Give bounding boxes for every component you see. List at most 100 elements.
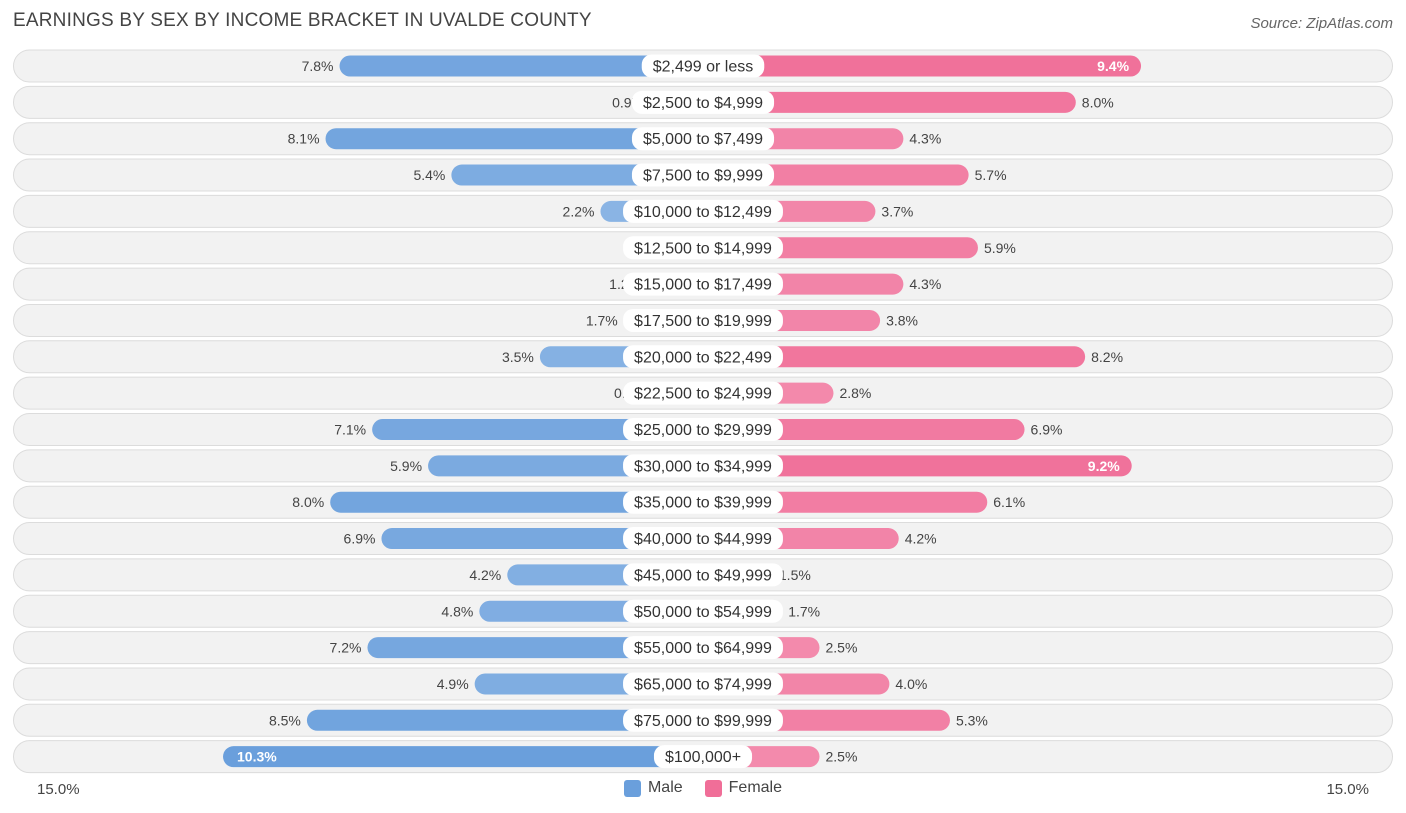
chart-row: 10.3% 2.5% $100,000+ [13, 740, 1393, 774]
value-label-male: 3.5% [502, 349, 534, 365]
category-label: $22,500 to $24,999 [634, 386, 772, 403]
chart-row: 7.8% 9.4% $2,499 or less [13, 49, 1393, 83]
category-label-box [631, 90, 775, 114]
category-label-box [623, 672, 783, 696]
category-label: $5,000 to $7,499 [643, 131, 763, 148]
bar-male [330, 491, 703, 513]
category-label: $30,000 to $34,999 [634, 458, 772, 475]
category-label: $40,000 to $44,999 [634, 531, 772, 548]
chart-row: 1.2%4.3%$15,000 to $17,499 [13, 267, 1393, 301]
axis-left-label: 15.0% [37, 781, 80, 798]
value-label-male: 1.7% [586, 312, 618, 328]
chart-row: 0.65%5.9%$12,500 to $14,999 [13, 231, 1393, 265]
legend-swatch-female [704, 779, 722, 797]
value-label-male: 4.9% [437, 676, 469, 692]
value-label-female: 8.2% [1091, 349, 1123, 365]
axis-right-label: 15.0% [1326, 781, 1369, 798]
category-label: $15,000 to $17,499 [634, 277, 772, 294]
category-label-box [623, 236, 783, 260]
value-label-female: 9.2% [1088, 458, 1120, 474]
bar-male [339, 55, 703, 77]
chart-row: 8.0% 6.1% $35,000 to $39,999 [13, 485, 1393, 519]
bar-female [703, 91, 1076, 113]
value-label-female: 2.5% [826, 749, 858, 765]
category-label-box [653, 745, 753, 769]
chart-row: 8.1% 4.3% $5,000 to $7,499 [13, 122, 1393, 156]
chart-row: 6.9% 4.2% $40,000 to $44,999 [13, 522, 1393, 556]
category-label-box [623, 381, 783, 405]
bar-male [306, 709, 703, 731]
category-label: $2,499 or less [653, 59, 754, 76]
category-label: $20,000 to $22,499 [634, 349, 772, 366]
category-label-box [631, 163, 775, 187]
source-label: Source: ZipAtlas.com [1250, 15, 1393, 32]
value-label-female: 3.8% [886, 312, 918, 328]
value-label-male: 8.0% [292, 494, 324, 510]
category-label-box [623, 563, 783, 587]
category-label: $10,000 to $12,499 [634, 204, 772, 221]
category-label: $17,500 to $19,999 [634, 313, 772, 330]
legend-swatch-male [623, 779, 641, 797]
value-label-female: 1.7% [788, 603, 820, 619]
value-label-male: 7.1% [334, 422, 366, 438]
value-label-female: 5.7% [975, 167, 1007, 183]
chart-row: 7.2% 2.5% $55,000 to $64,999 [13, 631, 1393, 665]
category-label-box [623, 418, 783, 441]
value-label-male: 4.2% [469, 567, 501, 583]
value-label-male: 8.5% [269, 712, 301, 728]
value-label-male: 2.2% [563, 203, 595, 219]
value-label-female: 2.5% [826, 640, 858, 656]
chart-row: 1.7% 3.8% $17,500 to $19,999 [13, 303, 1393, 337]
bar-female [703, 55, 1142, 77]
chart-row: 7.1% 6.9% $25,000 to $29,999 [13, 413, 1393, 446]
category-label: $35,000 to $39,999 [634, 495, 772, 512]
category-label-box [623, 599, 783, 623]
category-label: $50,000 to $54,999 [634, 604, 772, 621]
category-label: $25,000 to $29,999 [634, 422, 772, 439]
bar-male [325, 128, 703, 150]
value-label-male: 4.8% [441, 603, 473, 619]
category-label-box [623, 199, 783, 223]
value-label-female: 5.3% [956, 712, 988, 728]
bar-male [381, 528, 703, 550]
category-label-box [631, 127, 775, 151]
bar-male [367, 637, 703, 659]
value-label-female: 4.3% [909, 276, 941, 292]
chart-row: 5.4% 5.7% $7,500 to $9,999 [13, 158, 1393, 192]
category-label-box [623, 308, 783, 332]
category-label-box [623, 454, 783, 478]
bar-male [372, 419, 703, 440]
legend: Male Female [0, 779, 1406, 797]
category-label: $75,000 to $99,999 [634, 713, 772, 730]
chart-row: 5.9% 9.2% $30,000 to $34,999 [13, 449, 1393, 483]
chart-row: 4.2% 1.5% $45,000 to $49,999 [13, 558, 1393, 592]
legend-item-male[interactable]: Male [623, 779, 683, 797]
chart-row: 4.8% 1.7% $50,000 to $54,999 [13, 594, 1393, 628]
category-label-box [641, 54, 765, 78]
category-label: $45,000 to $49,999 [634, 567, 772, 584]
chart-row: 3.5% 8.2% $20,000 to $22,499 [13, 340, 1393, 374]
category-label-box [623, 708, 783, 732]
legend-item-female[interactable]: Female [704, 779, 782, 797]
category-label: $65,000 to $74,999 [634, 676, 772, 693]
value-label-female: 6.9% [1031, 422, 1063, 438]
value-label-male: 10.3% [237, 749, 277, 765]
value-label-female: 9.4% [1097, 58, 1129, 74]
category-label: $12,500 to $14,999 [634, 240, 772, 257]
category-label-box [623, 636, 783, 660]
category-label-box [623, 527, 783, 551]
chart-row: 0.93%2.8%$22,500 to $24,999 [13, 376, 1393, 410]
category-label: $7,500 to $9,999 [643, 168, 763, 185]
value-label-female: 5.9% [984, 240, 1016, 256]
value-label-male: 5.9% [390, 458, 422, 474]
value-label-male: 7.8% [302, 58, 334, 74]
value-label-female: 2.8% [839, 385, 871, 401]
legend-label-male: Male [647, 779, 683, 796]
value-label-female: 4.3% [909, 131, 941, 147]
chart-row: 4.9% 4.0% $65,000 to $74,999 [13, 667, 1393, 701]
bar-female [703, 419, 1025, 440]
category-label: $2,500 to $4,999 [643, 95, 763, 112]
value-label-female: 4.0% [895, 676, 927, 692]
bar-male [223, 746, 703, 768]
